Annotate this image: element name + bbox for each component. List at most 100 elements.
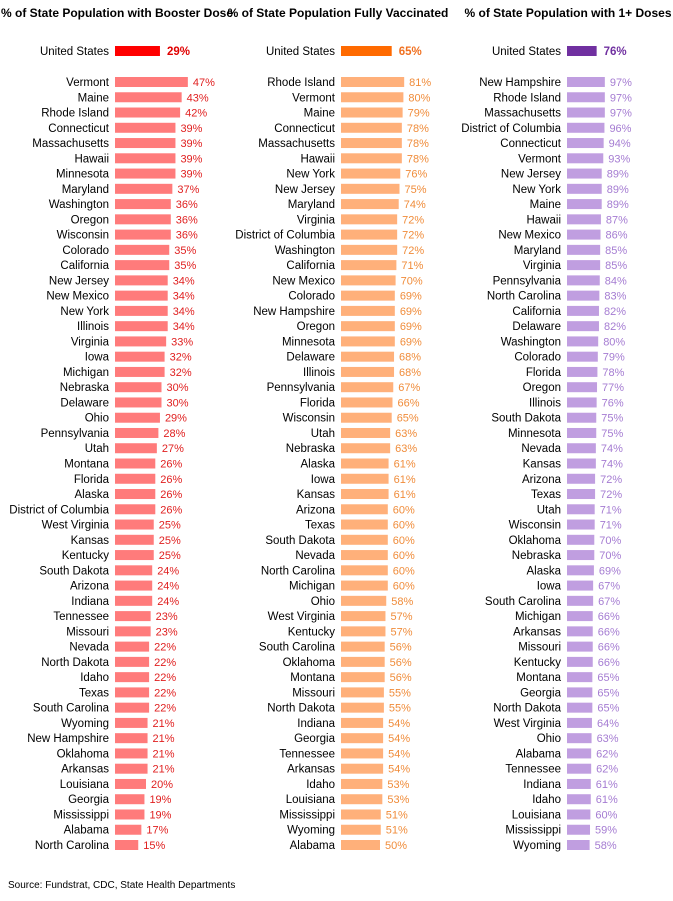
chart-2-value-kansas: 61% bbox=[394, 489, 416, 501]
chart-1-bar-oregon bbox=[115, 214, 171, 225]
chart-3-label-illinois: Illinois bbox=[529, 397, 561, 409]
chart-1-label-arkansas: Arkansas bbox=[61, 764, 109, 776]
chart-3-label-pennsylvania: Pennsylvania bbox=[493, 275, 562, 287]
chart-1-bar-delaware bbox=[115, 397, 162, 408]
chart-3-value-connecticut: 94% bbox=[609, 138, 631, 150]
chart-1-label-tennessee: Tennessee bbox=[53, 611, 109, 623]
chart-2-label-colorado: Colorado bbox=[288, 291, 335, 303]
chart-1-value-illinois: 34% bbox=[173, 321, 195, 333]
chart-1-label-mississippi: Mississippi bbox=[53, 809, 109, 821]
chart-3-value-new-hampshire: 97% bbox=[610, 77, 632, 89]
chart-2-label-oregon: Oregon bbox=[297, 321, 335, 333]
chart-3-bar-connecticut bbox=[567, 138, 604, 149]
chart-1-label-kentucky: Kentucky bbox=[62, 550, 110, 562]
chart-1-label-california: California bbox=[60, 260, 109, 272]
chart-1-label-arizona: Arizona bbox=[70, 581, 110, 593]
chart-1-value-wyoming: 21% bbox=[153, 718, 175, 730]
chart-3-bar-idaho bbox=[567, 794, 591, 805]
chart-2-label-wisconsin: Wisconsin bbox=[283, 413, 335, 425]
chart-1-bar-oklahoma bbox=[115, 748, 148, 759]
chart-2-bar-south-dakota bbox=[341, 534, 388, 545]
chart-3-bar-wyoming bbox=[567, 840, 590, 850]
chart-3-bar-washington bbox=[567, 336, 599, 347]
chart-2-bar-wyoming bbox=[341, 824, 381, 835]
chart-3-bar-alabama bbox=[567, 748, 592, 759]
chart-2-label-alabama: Alabama bbox=[290, 840, 336, 852]
chart-3-bar-montana bbox=[567, 672, 593, 683]
chart-2-bar-oregon bbox=[341, 321, 395, 332]
chart-2-bar-vermont bbox=[341, 92, 404, 103]
chart-1-label-new-mexico: New Mexico bbox=[46, 291, 109, 303]
chart-2-bar-west-virginia bbox=[341, 611, 386, 622]
chart-3-label-delaware: Delaware bbox=[512, 321, 561, 333]
chart-3-bar-missouri bbox=[567, 641, 593, 652]
chart-2-value-oklahoma: 56% bbox=[390, 657, 412, 669]
chart-1-value-new-york: 34% bbox=[173, 306, 195, 318]
chart-1-label-pennsylvania: Pennsylvania bbox=[41, 428, 110, 440]
chart-1-title: % of State Population with Booster Dose bbox=[1, 6, 233, 20]
chart-2-bar-ohio bbox=[341, 595, 387, 606]
chart-1-label-delaware: Delaware bbox=[60, 397, 109, 409]
chart-3-label-connecticut: Connecticut bbox=[500, 138, 562, 150]
chart-2-label-alaska: Alaska bbox=[300, 459, 335, 471]
chart-3-bar-michigan bbox=[567, 611, 593, 622]
chart-2-bar-minnesota bbox=[341, 336, 395, 347]
chart-1-value-idaho: 22% bbox=[154, 672, 176, 684]
chart-2-bar-north-dakota bbox=[341, 702, 384, 713]
chart-2-value-vermont: 80% bbox=[408, 92, 430, 104]
chart-3-value-north-carolina: 83% bbox=[604, 291, 626, 303]
chart-2-value-alabama: 50% bbox=[385, 840, 407, 852]
chart-2-bar-iowa bbox=[341, 473, 389, 484]
chart-3-value-hawaii: 87% bbox=[606, 214, 628, 226]
chart-3-label-colorado: Colorado bbox=[514, 352, 561, 364]
chart-3-label-virginia: Virginia bbox=[523, 260, 562, 272]
chart-3-bar-nevada bbox=[567, 443, 596, 454]
chart-1-value-hawaii: 39% bbox=[180, 153, 202, 165]
chart-3-value-nebraska: 70% bbox=[599, 550, 621, 562]
chart-3-value-massachusetts: 97% bbox=[610, 108, 632, 120]
chart-2-bar-south-carolina bbox=[341, 641, 385, 652]
chart-3-bar-oklahoma bbox=[567, 534, 595, 545]
chart-3-bar-maine bbox=[567, 199, 602, 210]
chart-2-value-massachusetts: 78% bbox=[407, 138, 429, 150]
chart-2-bar-florida bbox=[341, 397, 393, 408]
chart-3-label-louisiana: Louisiana bbox=[512, 809, 562, 821]
chart-3-value-oklahoma: 70% bbox=[599, 535, 621, 547]
chart-1-value-indiana: 24% bbox=[157, 596, 179, 608]
source-note: Source: Fundstrat, CDC, State Health Dep… bbox=[8, 880, 236, 891]
chart-2-value-montana: 56% bbox=[390, 672, 412, 684]
chart-3-label-south-carolina: South Carolina bbox=[485, 596, 562, 608]
chart-3-label-ohio: Ohio bbox=[537, 733, 561, 745]
chart-1-value-mississippi: 19% bbox=[149, 809, 171, 821]
chart-1-bar-nevada bbox=[115, 641, 150, 652]
chart-1-bar-kansas bbox=[115, 534, 154, 545]
chart-1-label-nebraska: Nebraska bbox=[60, 382, 110, 394]
chart-1-bar-tennessee bbox=[115, 611, 151, 622]
chart-1-bar-maine bbox=[115, 92, 182, 103]
chart-1-value-north-dakota: 22% bbox=[154, 657, 176, 669]
chart-2-bar-utah bbox=[341, 427, 391, 438]
chart-1-bar-minnesota bbox=[115, 168, 176, 179]
chart-2-value-ohio: 58% bbox=[391, 596, 413, 608]
chart-1-label-wyoming: Wyoming bbox=[61, 718, 109, 730]
chart-1-bar-arizona bbox=[115, 580, 153, 591]
chart-3-label-vermont: Vermont bbox=[518, 153, 562, 165]
chart-3-bar-arizona bbox=[567, 473, 596, 484]
chart-3-bar-tennessee bbox=[567, 763, 592, 774]
chart-2-bar-louisiana bbox=[341, 794, 383, 805]
chart-1-value-massachusetts: 39% bbox=[180, 138, 202, 150]
chart-3-label-new-york: New York bbox=[512, 184, 561, 196]
chart-3-bar-district-of-columbia bbox=[567, 122, 605, 133]
chart-1-label-wisconsin: Wisconsin bbox=[57, 230, 109, 242]
chart-1-label-west-virginia: West Virginia bbox=[42, 520, 110, 532]
chart-1-value-pennsylvania: 28% bbox=[163, 428, 185, 440]
chart-2-label-united-states: United States bbox=[266, 46, 335, 58]
chart-3-label-washington: Washington bbox=[501, 336, 561, 348]
chart-1-bar-alaska bbox=[115, 489, 156, 500]
chart-1-bar-vermont bbox=[115, 77, 188, 87]
chart-3-label-georgia: Georgia bbox=[520, 687, 562, 699]
chart-2-label-oklahoma: Oklahoma bbox=[283, 657, 336, 669]
chart-3-label-mississippi: Mississippi bbox=[505, 825, 561, 837]
chart-1-value-tennessee: 23% bbox=[156, 611, 178, 623]
chart-3-bar-south-carolina bbox=[567, 595, 594, 606]
